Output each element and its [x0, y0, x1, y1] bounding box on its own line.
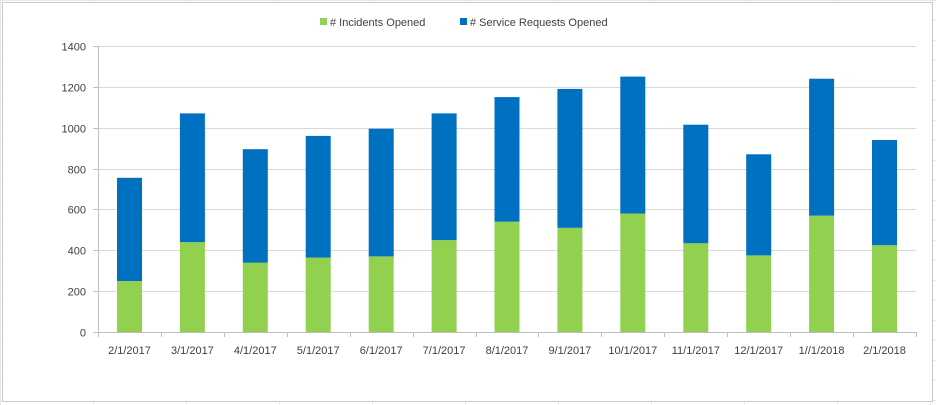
bar-incidents[interactable] — [242, 262, 268, 333]
bar-incidents[interactable] — [368, 256, 394, 332]
y-tick-label: 0 — [80, 328, 86, 340]
x-tick-label: 7/1/2017 — [423, 345, 466, 357]
y-tick-label: 600 — [68, 205, 86, 217]
bar-service-requests[interactable] — [431, 113, 457, 241]
bar-service-requests[interactable] — [872, 140, 897, 246]
x-tick-label: 9/1/2017 — [548, 345, 591, 357]
bar-incidents[interactable] — [494, 221, 520, 332]
bar-incidents[interactable] — [117, 280, 142, 332]
x-tick-label: 12/1/2017 — [734, 345, 783, 357]
bar-service-requests[interactable] — [242, 149, 268, 263]
x-tick-label: 2/1/2017 — [108, 345, 151, 357]
x-tick-label: 3/1/2017 — [171, 345, 214, 357]
bar-service-requests[interactable] — [179, 113, 205, 243]
bar-service-requests[interactable] — [117, 177, 142, 281]
x-tick-label: 4/1/2017 — [234, 345, 277, 357]
bar-incidents[interactable] — [620, 213, 646, 333]
bar-service-requests[interactable] — [494, 97, 520, 222]
bar-incidents[interactable] — [305, 257, 331, 332]
bar-service-requests[interactable] — [368, 128, 394, 257]
bar-incidents[interactable] — [872, 245, 897, 332]
legend-swatch — [460, 18, 467, 25]
y-tick-label: 1000 — [62, 124, 86, 136]
y-tick-label: 1200 — [62, 83, 86, 95]
x-tick-label: 8/1/2017 — [486, 345, 529, 357]
bar-service-requests[interactable] — [809, 78, 835, 216]
y-axis: 0 200 400 600 800 1000 1200 1400 — [62, 42, 99, 340]
bar-incidents[interactable] — [746, 255, 772, 332]
bar-service-requests[interactable] — [557, 88, 583, 228]
bar-incidents[interactable] — [179, 242, 205, 332]
bar-service-requests[interactable] — [683, 124, 709, 244]
x-tick-label: 10/1/2017 — [608, 345, 657, 357]
x-tick-label: 1//1/2018 — [799, 345, 845, 357]
bar-service-requests[interactable] — [305, 135, 331, 258]
bars — [117, 76, 897, 333]
y-tick-label: 1400 — [62, 42, 86, 54]
legend: # Incidents Opened # Service Requests Ope… — [320, 17, 608, 29]
bar-incidents[interactable] — [809, 215, 835, 332]
bar-incidents[interactable] — [683, 243, 709, 332]
y-tick-label: 200 — [68, 287, 86, 299]
x-tick-label: 6/1/2017 — [360, 345, 403, 357]
y-tick-label: 800 — [68, 165, 86, 177]
x-axis: 2/1/2017 3/1/2017 4/1/2017 5/1/2017 6/1/2017… — [98, 332, 917, 357]
x-tick-label: 5/1/2017 — [297, 345, 340, 357]
legend-label: # Service Requests Opened — [470, 17, 608, 29]
legend-swatch — [320, 18, 327, 25]
bar-service-requests[interactable] — [620, 76, 646, 214]
legend-label: # Incidents Opened — [330, 17, 425, 29]
bar-incidents[interactable] — [557, 227, 583, 332]
bar-incidents[interactable] — [431, 240, 457, 332]
x-tick-label: 2/1/2018 — [863, 345, 906, 357]
x-tick-label: 11/1/2017 — [672, 345, 720, 357]
bar-service-requests[interactable] — [746, 154, 772, 256]
y-tick-label: 400 — [68, 246, 86, 258]
